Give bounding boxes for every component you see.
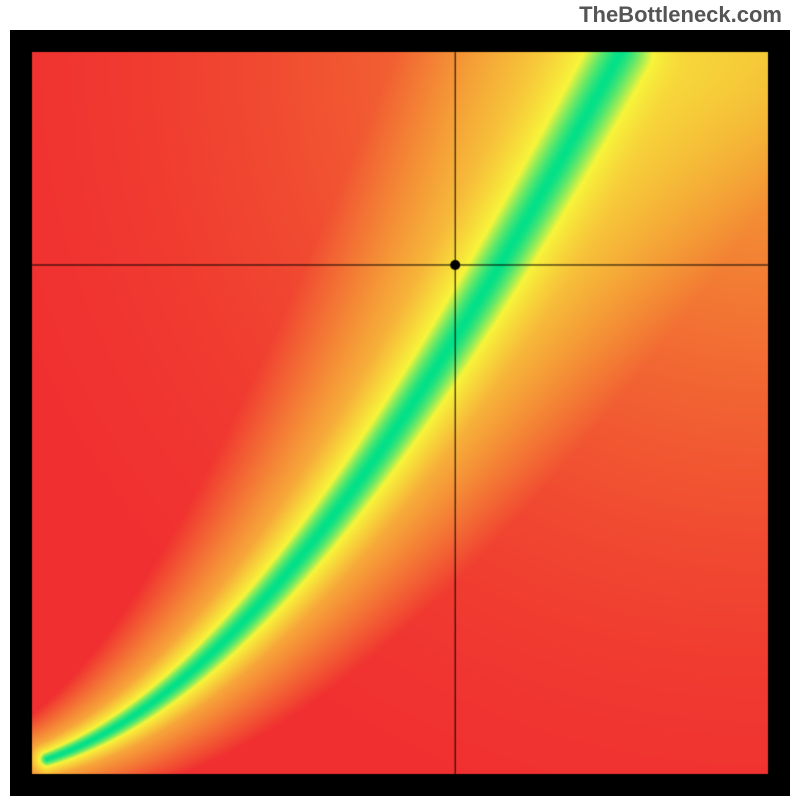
crosshair-overlay [10, 30, 790, 796]
chart-container: TheBottleneck.com [0, 0, 800, 800]
plot-area [10, 30, 790, 796]
watermark-text: TheBottleneck.com [579, 2, 782, 28]
